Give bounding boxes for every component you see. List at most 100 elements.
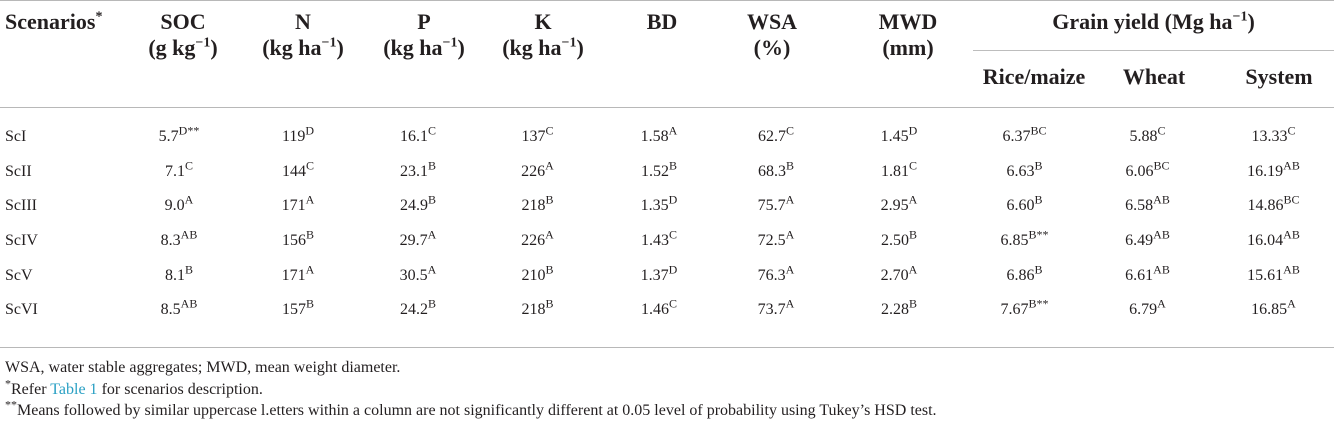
cell-rice-maize: 6.63B (1006, 158, 1043, 180)
cell-system: 13.33C (1251, 123, 1296, 146)
cell-scenario: ScIII (5, 197, 37, 215)
cell-system: 16.19AB (1247, 158, 1300, 180)
header-wsa-unit: (%) (753, 35, 791, 60)
cell-mwd: 2.28B (880, 296, 917, 319)
footnote-1: *Refer Table 1 for scenarios description… (5, 376, 263, 398)
cell-mwd: 2.70A (880, 262, 918, 284)
cell-rice-maize: 6.37BC (1002, 123, 1047, 146)
header-mwd-label: MWD (878, 9, 938, 34)
cell-k: 218B (521, 193, 554, 215)
cell-mwd: 2.95A (880, 193, 918, 215)
cell-p: 30.5A (399, 262, 437, 284)
cell-wsa: 68.3B (757, 158, 794, 180)
cell-soc: 8.1B (164, 262, 193, 284)
cell-rice-maize: 7.67B** (1000, 296, 1049, 319)
cell-bd: 1.52B (640, 158, 677, 180)
header-n-unit: (kg ha−1) (262, 35, 344, 60)
cell-wheat: 6.06BC (1125, 158, 1170, 180)
header-p-label: P (417, 9, 431, 34)
cell-wsa: 75.7A (757, 193, 795, 215)
cell-p: 24.9B (399, 193, 436, 215)
header-p: P (kg ha−1) (368, 9, 480, 61)
cell-p: 24.2B (399, 296, 436, 319)
cell-n: 156B (281, 227, 314, 250)
cell-wsa: 72.5A (757, 227, 795, 250)
cell-rice-maize: 6.85B** (1000, 227, 1049, 250)
header-wsa: WSA (%) (722, 9, 822, 61)
cell-wheat: 6.61AB (1125, 262, 1170, 284)
grain-yield-rule (973, 50, 1334, 51)
cell-n: 119D (281, 123, 315, 146)
cell-bd: 1.58A (640, 123, 678, 146)
header-n-label: N (295, 9, 311, 34)
cell-n: 171A (281, 262, 315, 284)
cell-soc: 5.7D** (158, 123, 200, 146)
cell-bd: 1.46C (640, 296, 677, 319)
cell-n: 171A (281, 193, 315, 215)
cell-soc: 8.3AB (160, 227, 198, 250)
cell-scenario: ScV (5, 266, 33, 284)
cell-p: 29.7A (399, 227, 437, 250)
cell-wheat: 6.79A (1129, 296, 1166, 319)
header-k-unit: (kg ha−1) (502, 35, 584, 60)
header-bd: BD (646, 9, 678, 34)
header-bottom-rule (0, 107, 1334, 108)
cell-soc: 9.0A (164, 193, 194, 215)
cell-k: 226A (521, 227, 554, 250)
header-p-unit: (kg ha−1) (383, 35, 465, 60)
cell-n: 157B (281, 296, 314, 319)
header-soc: SOC (g kg−1) (128, 9, 238, 61)
footnote-2: **Means followed by similar uppercase l.… (5, 397, 937, 419)
table-row: ScIII 9.0A 171A 24.9B 218B 1.35D 75.7A 2.95A 6.6… (0, 189, 1334, 224)
header-soc-unit: (g kg−1) (148, 35, 218, 60)
cell-k: 210B (521, 262, 554, 284)
cell-wsa: 62.7C (757, 123, 794, 146)
cell-bd: 1.35D (640, 193, 678, 215)
header-rice-maize: Rice/maize (982, 64, 1086, 89)
cell-soc: 8.5AB (160, 296, 198, 319)
cell-scenario: ScI (5, 128, 27, 146)
cell-p: 16.1C (399, 123, 436, 146)
cell-soc: 7.1C (164, 158, 193, 180)
cell-wheat: 6.58AB (1125, 193, 1170, 215)
cell-bd: 1.37D (640, 262, 678, 284)
cell-k: 226A (521, 158, 554, 180)
table-top-rule (0, 0, 1334, 1)
cell-system: 16.04AB (1247, 227, 1300, 250)
cell-wheat: 5.88C (1129, 123, 1166, 146)
header-system: System (1245, 64, 1313, 89)
cell-mwd: 1.81C (880, 158, 917, 180)
cell-wheat: 6.49AB (1125, 227, 1170, 250)
header-k: K (kg ha−1) (487, 9, 599, 61)
table-row: ScI 5.7D** 119D 16.1C 137C 1.58A 62.7C 1.45D 6.3… (0, 120, 1334, 155)
header-k-label: K (534, 9, 552, 34)
header-n: N (kg ha−1) (248, 9, 358, 61)
cell-mwd: 2.50B (880, 227, 917, 250)
cell-scenario: ScII (5, 162, 32, 180)
header-scenarios-mark: * (95, 9, 103, 25)
header-wheat: Wheat (1122, 64, 1186, 89)
cell-wsa: 73.7A (757, 296, 795, 319)
table-bottom-rule (0, 347, 1334, 348)
header-soc-label: SOC (160, 9, 206, 34)
cell-system: 14.86BC (1247, 193, 1300, 215)
header-scenarios-label: Scenarios (5, 9, 96, 34)
table-row: ScIV 8.3AB 156B 29.7A 226A 1.43C 72.5A 2.50B 6.8… (0, 224, 1334, 259)
table-row: ScVI 8.5AB 157B 24.2B 218B 1.46C 73.7A 2.28B 7.6… (0, 293, 1334, 328)
cell-rice-maize: 6.86B (1006, 262, 1043, 284)
cell-k: 218B (521, 296, 554, 319)
table-footnotes: WSA, water stable aggregates; MWD, mean … (5, 357, 937, 422)
cell-system: 15.61AB (1247, 262, 1300, 284)
cell-scenario: ScIV (5, 232, 38, 250)
cell-scenario: ScVI (5, 301, 38, 319)
table-1-link[interactable]: Table 1 (50, 380, 98, 398)
cell-n: 144C (281, 158, 314, 180)
cell-mwd: 1.45D (880, 123, 918, 146)
table-row: ScII 7.1C 144C 23.1B 226A 1.52B 68.3B 1.81C 6.63… (0, 155, 1334, 190)
header-mwd-unit: (mm) (882, 35, 934, 60)
cell-wsa: 76.3A (757, 262, 795, 284)
cell-rice-maize: 6.60B (1006, 193, 1043, 215)
cell-p: 23.1B (399, 158, 436, 180)
cell-k: 137C (521, 123, 554, 146)
header-scenarios: Scenarios* (5, 9, 102, 35)
